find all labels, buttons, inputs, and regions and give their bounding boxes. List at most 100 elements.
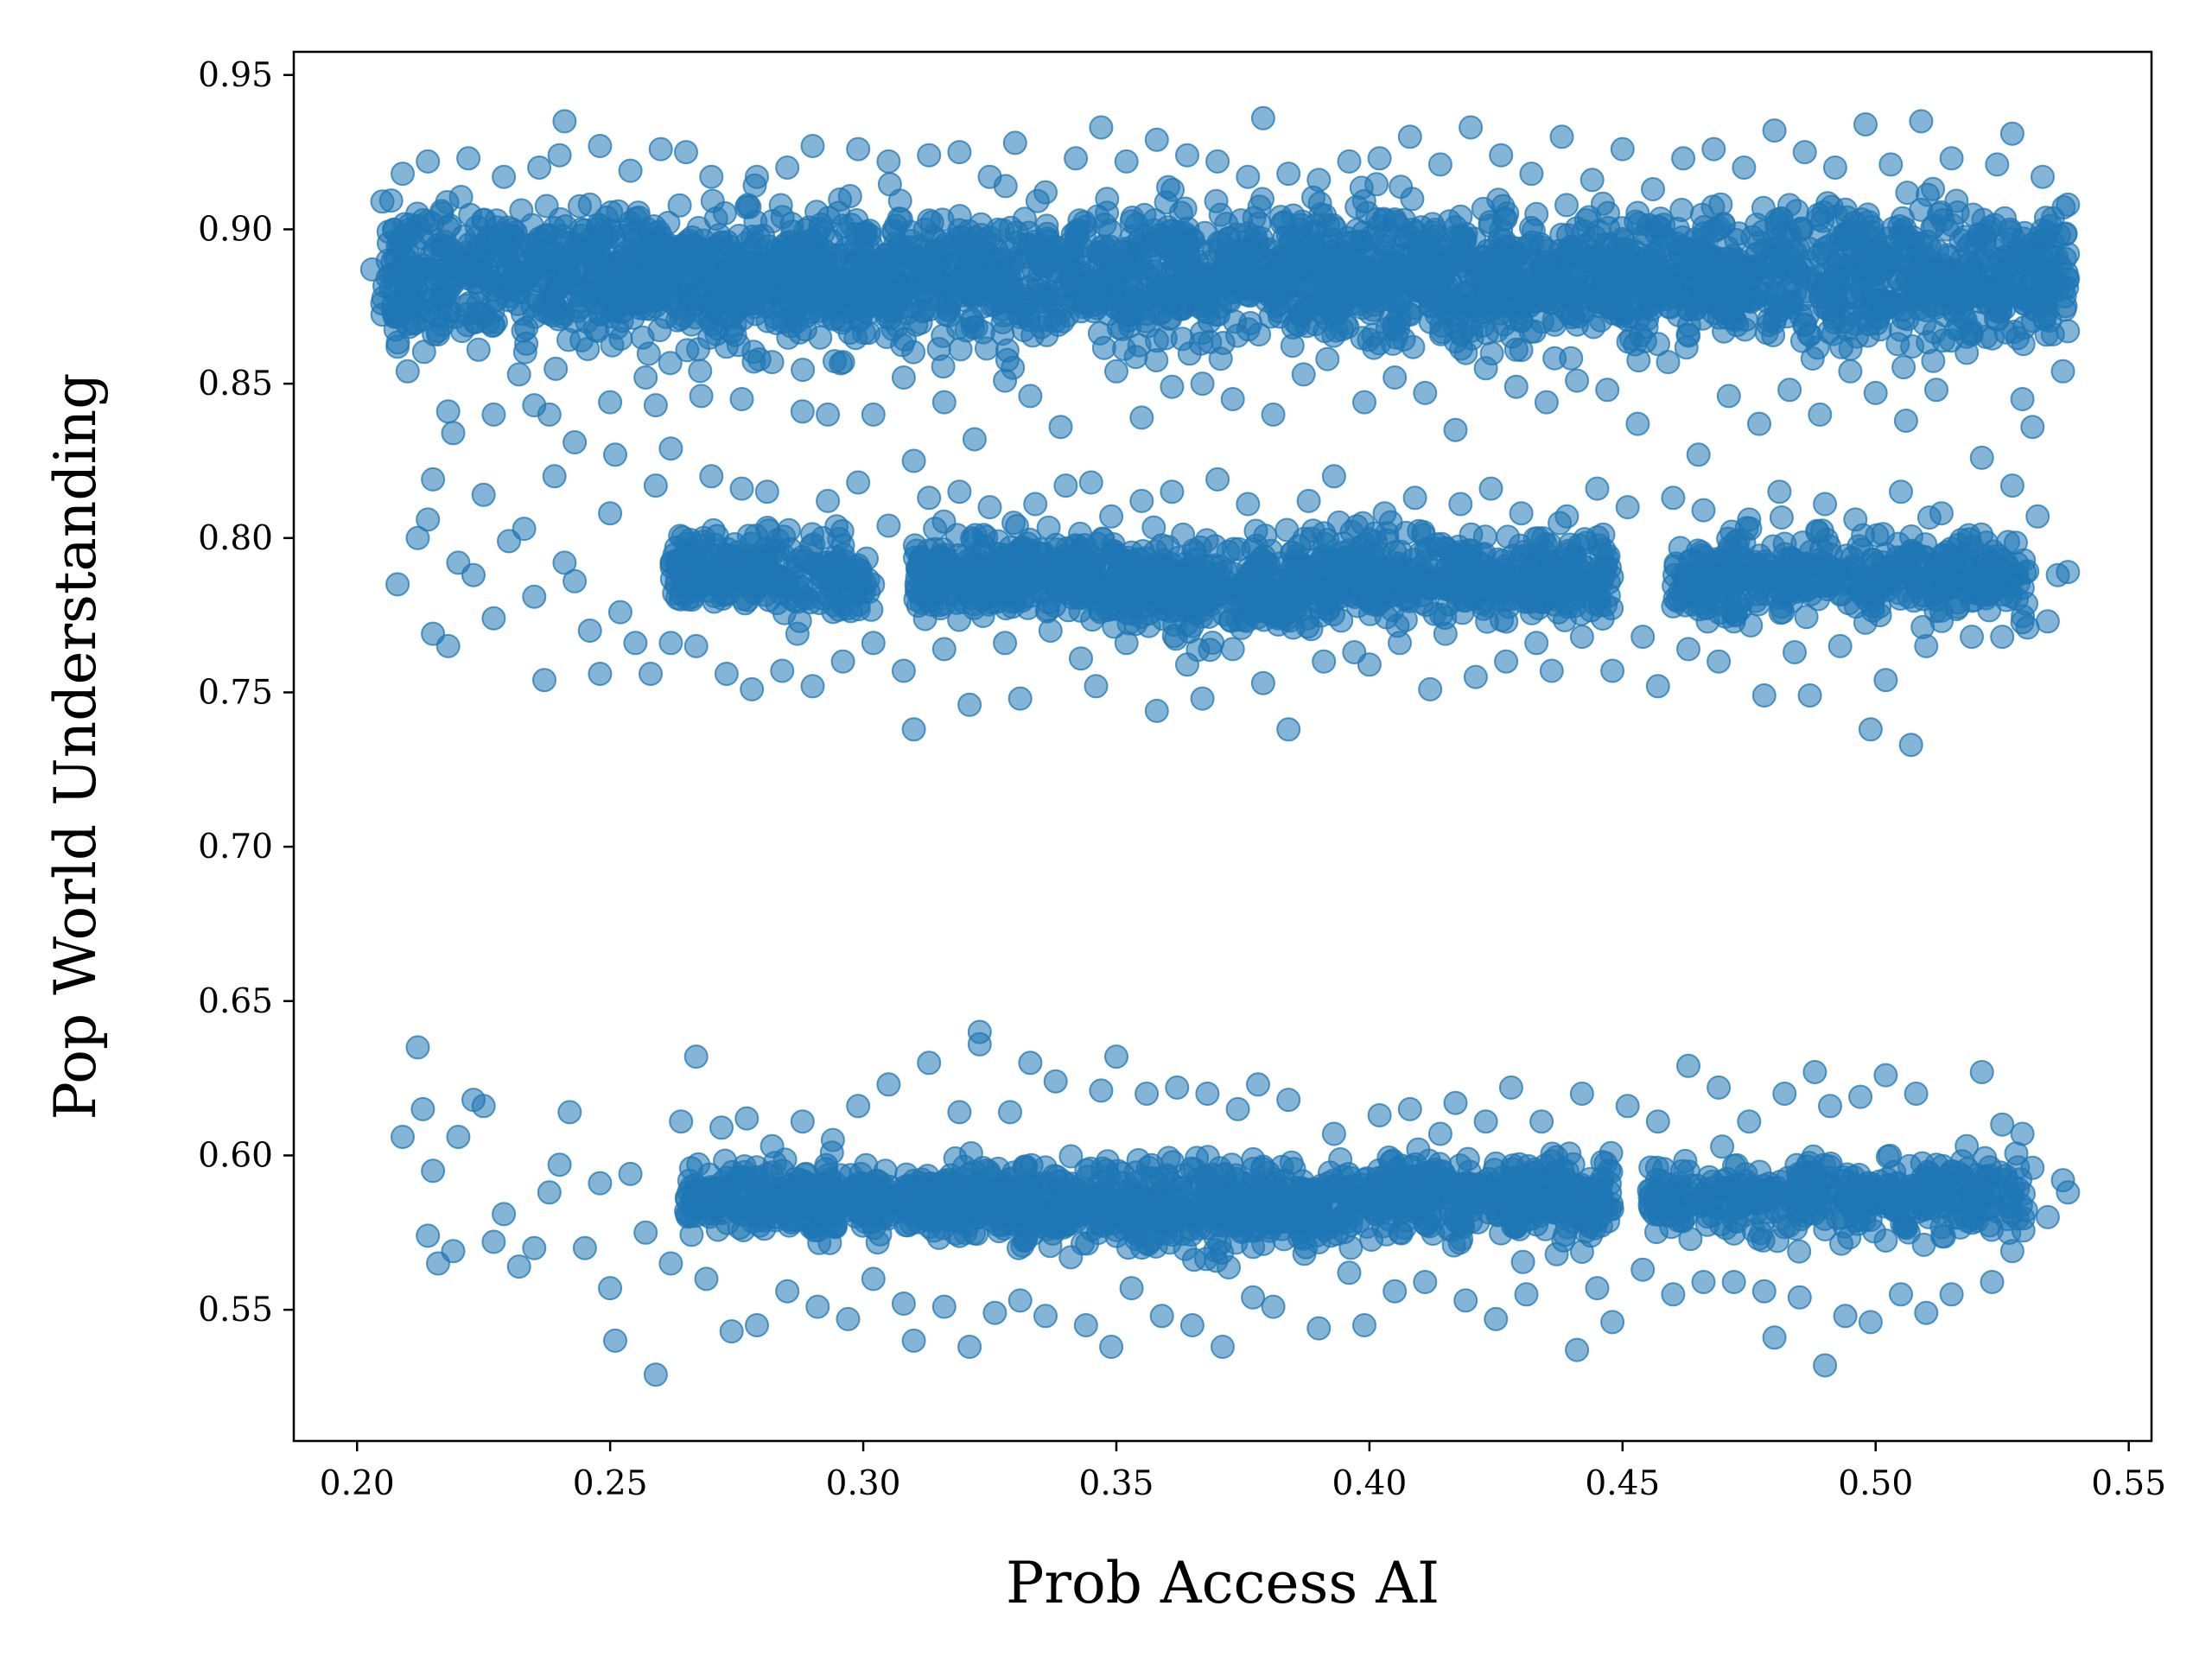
- data-point: [1117, 288, 1142, 313]
- data-point: [480, 314, 505, 339]
- data-point: [1855, 323, 1880, 348]
- data-point: [791, 544, 815, 569]
- data-point: [448, 185, 474, 209]
- data-point: [693, 1183, 718, 1208]
- data-point: [1776, 219, 1801, 244]
- data-point: [1429, 313, 1454, 338]
- data-point: [898, 219, 923, 244]
- data-point: [2011, 239, 2036, 264]
- data-point: [1268, 205, 1294, 230]
- data-point: [1625, 200, 1650, 225]
- data-point: [1663, 551, 1688, 576]
- data-point: [1179, 596, 1205, 621]
- data-point: [950, 225, 976, 250]
- data-point: [511, 301, 535, 327]
- data-point: [715, 1193, 739, 1217]
- data-point: [675, 338, 700, 363]
- data-point: [1034, 322, 1059, 347]
- data-point: [1853, 578, 1878, 603]
- data-point: [1185, 294, 1211, 319]
- data-point: [1545, 549, 1570, 574]
- data-point: [1091, 335, 1116, 360]
- data-point: [678, 1156, 703, 1181]
- data-point: [750, 251, 775, 276]
- data-point: [1988, 287, 2013, 312]
- data-point: [1350, 566, 1375, 591]
- data-point: [712, 285, 737, 310]
- data-point: [1011, 318, 1036, 343]
- data-point: [791, 358, 816, 383]
- data-point: [1888, 317, 1913, 342]
- data-point: [1281, 257, 1306, 282]
- data-point: [1222, 252, 1247, 276]
- data-point: [810, 1180, 835, 1205]
- data-point: [901, 340, 926, 365]
- data-point: [667, 193, 692, 218]
- data-point: [472, 207, 497, 232]
- data-point: [1035, 597, 1060, 622]
- data-point: [1772, 531, 1797, 556]
- data-point: [1319, 226, 1343, 251]
- data-point: [1034, 213, 1059, 238]
- data-point: [1921, 176, 1946, 201]
- data-point: [1712, 319, 1737, 344]
- data-point: [1665, 588, 1690, 613]
- data-point: [1450, 600, 1475, 625]
- data-point: [1880, 216, 1905, 241]
- data-point: [785, 309, 810, 334]
- data-point: [995, 347, 1020, 372]
- data-point: [1632, 329, 1657, 353]
- data-point: [1157, 292, 1182, 317]
- data-point: [646, 219, 671, 244]
- data-point: [1674, 335, 1699, 360]
- data-point: [1417, 234, 1442, 259]
- data-point: [1375, 528, 1400, 553]
- data-point: [625, 272, 650, 297]
- data-point: [905, 555, 930, 581]
- data-point: [1166, 568, 1191, 593]
- data-point: [1975, 248, 2000, 273]
- data-point: [449, 319, 474, 344]
- data-point: [476, 227, 501, 252]
- data-point: [1806, 206, 1831, 232]
- data-point: [1096, 598, 1121, 622]
- data-point: [1299, 526, 1324, 551]
- data-point: [1245, 578, 1270, 603]
- data-point: [1380, 285, 1405, 309]
- data-point: [803, 1218, 827, 1243]
- data-point: [1769, 505, 1794, 530]
- data-point: [1164, 626, 1188, 651]
- data-point: [748, 1201, 773, 1226]
- data-point: [1697, 260, 1722, 285]
- data-point: [928, 287, 953, 312]
- data-point: [636, 341, 661, 366]
- data-point: [920, 582, 945, 607]
- data-point: [435, 255, 460, 280]
- data-point: [1042, 568, 1067, 593]
- data-point: [402, 264, 427, 289]
- data-point: [810, 525, 836, 550]
- data-point: [1733, 307, 1758, 332]
- data-point: [1300, 292, 1325, 317]
- data-point: [1731, 547, 1756, 572]
- data-point: [748, 570, 773, 595]
- data-point: [1401, 295, 1426, 321]
- data-point: [774, 231, 799, 256]
- data-point: [1923, 271, 1948, 296]
- data-point: [1440, 287, 1465, 312]
- data-point: [688, 359, 713, 384]
- data-point: [755, 516, 780, 540]
- data-point: [1375, 316, 1400, 341]
- data-point: [564, 280, 589, 305]
- data-point: [837, 321, 862, 346]
- data-point: [922, 226, 947, 251]
- data-point: [1145, 328, 1169, 353]
- data-point: [715, 253, 741, 278]
- data-point: [1780, 249, 1805, 274]
- data-point: [1945, 200, 1970, 225]
- data-point: [1394, 565, 1419, 590]
- data-point: [1377, 252, 1402, 277]
- data-point: [382, 218, 407, 243]
- data-point: [1359, 225, 1384, 250]
